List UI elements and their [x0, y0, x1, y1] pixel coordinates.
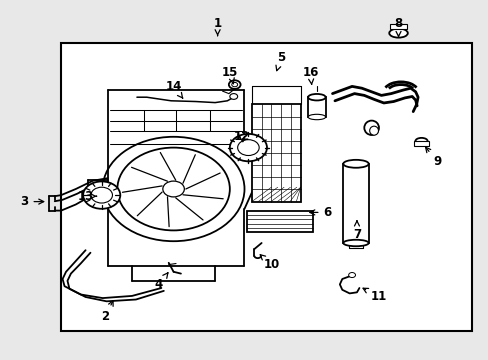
Bar [413, 141, 428, 146]
Text: 6: 6 [309, 206, 331, 219]
Text: 3: 3 [20, 195, 43, 208]
Circle shape [117, 148, 229, 230]
Text: 9: 9 [425, 147, 441, 168]
Text: 2: 2 [101, 301, 113, 323]
Circle shape [83, 181, 120, 209]
Circle shape [237, 140, 259, 156]
Ellipse shape [343, 240, 368, 246]
Text: 1: 1 [213, 17, 221, 36]
Text: 10: 10 [260, 255, 279, 271]
Text: 14: 14 [165, 80, 183, 98]
Ellipse shape [415, 138, 427, 144]
Text: 15: 15 [221, 66, 238, 84]
Bar [61, 43, 471, 331]
Circle shape [231, 82, 237, 87]
Circle shape [91, 187, 112, 203]
Text: 4: 4 [155, 273, 167, 291]
Bar [389, 24, 407, 29]
Text: 13: 13 [77, 190, 96, 203]
Circle shape [229, 134, 266, 161]
Ellipse shape [388, 29, 407, 37]
Bar [251, 104, 300, 202]
Text: 7: 7 [352, 221, 360, 240]
Ellipse shape [369, 126, 378, 135]
Text: 8: 8 [394, 17, 402, 36]
Text: 16: 16 [302, 66, 318, 84]
Ellipse shape [364, 121, 378, 135]
Text: 11: 11 [362, 288, 386, 303]
Bar [246, 211, 312, 232]
Ellipse shape [343, 160, 368, 168]
Text: 12: 12 [233, 130, 250, 143]
Circle shape [229, 94, 237, 99]
Circle shape [228, 80, 240, 89]
Ellipse shape [307, 94, 325, 100]
Ellipse shape [307, 114, 325, 120]
Bar [343, 164, 368, 243]
Circle shape [348, 273, 355, 278]
Circle shape [163, 181, 184, 197]
Bar [307, 97, 325, 117]
Text: 5: 5 [275, 51, 285, 71]
